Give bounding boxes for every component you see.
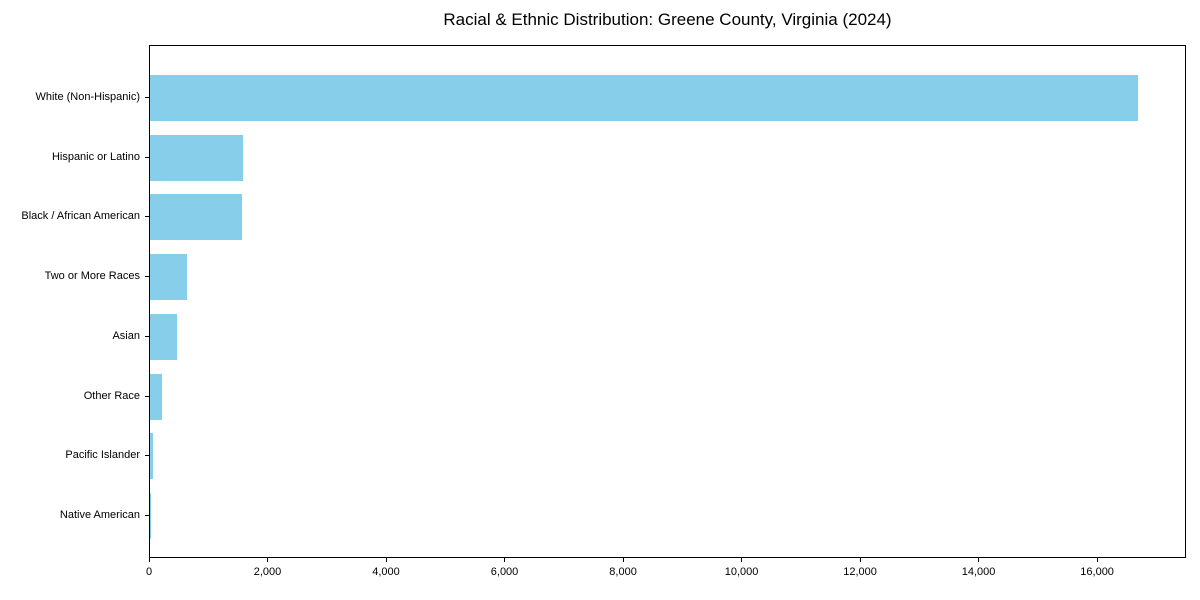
x-tick-label-14000: 14,000	[961, 566, 996, 578]
x-tick-label-6000: 6,000	[490, 566, 519, 578]
bar-white-non-hispanic	[150, 75, 1138, 121]
x-tick-mark	[148, 558, 150, 562]
x-tick-label-4000: 4,000	[372, 566, 400, 578]
y-tick-mark	[145, 156, 149, 158]
y-tick-label-white-non-hispanic: White (Non-Hispanic)	[35, 91, 140, 103]
y-tick-label-native-american: Native American	[59, 508, 140, 521]
bar-asian	[150, 313, 177, 360]
bar-black-african-american	[150, 194, 242, 241]
bar-other-race	[150, 373, 162, 420]
y-tick-label-other-race: Other Race	[83, 389, 140, 402]
x-tick-label-2000: 2,000	[253, 566, 282, 578]
y-tick-mark	[145, 216, 149, 218]
y-tick-mark	[145, 395, 149, 397]
y-tick-label-asian: Asian	[112, 329, 140, 342]
x-tick-label-8000: 8,000	[609, 566, 637, 578]
x-tick-mark	[267, 558, 268, 562]
x-tick-label-0: 0	[145, 566, 153, 578]
y-tick-label-pacific-islander: Pacific Islander	[65, 449, 140, 462]
y-tick-mark	[145, 335, 149, 337]
y-tick-mark	[145, 455, 149, 457]
x-tick-mark	[385, 558, 387, 562]
x-tick-mark	[1096, 558, 1098, 562]
y-tick-label-two-or-more-races: Two or More Races	[44, 270, 140, 283]
x-tick-label-10000: 10,000	[724, 566, 759, 578]
x-tick-mark	[741, 558, 743, 562]
y-tick-mark	[145, 97, 149, 98]
x-tick-mark	[622, 558, 624, 562]
bar-pacific-islander	[150, 433, 153, 480]
x-tick-mark	[978, 558, 980, 562]
bar-native-american	[150, 492, 151, 539]
y-tick-label-hispanic-or-latino: Hispanic or Latino	[51, 150, 140, 163]
x-tick-label-12000: 12,000	[843, 566, 877, 578]
x-tick-mark	[859, 558, 861, 562]
bar-hispanic-or-latino	[150, 134, 244, 181]
plot-area	[149, 45, 1186, 558]
chart-title: Racial & Ethnic Distribution: Greene Cou…	[443, 10, 892, 29]
x-tick-label-16000: 16,000	[1080, 566, 1114, 578]
y-tick-mark	[145, 276, 149, 278]
y-tick-label-black-african-american: Black / African American	[21, 210, 140, 223]
y-tick-mark	[145, 514, 149, 516]
x-tick-mark	[504, 558, 506, 562]
bar-two-or-more-races	[150, 254, 188, 301]
